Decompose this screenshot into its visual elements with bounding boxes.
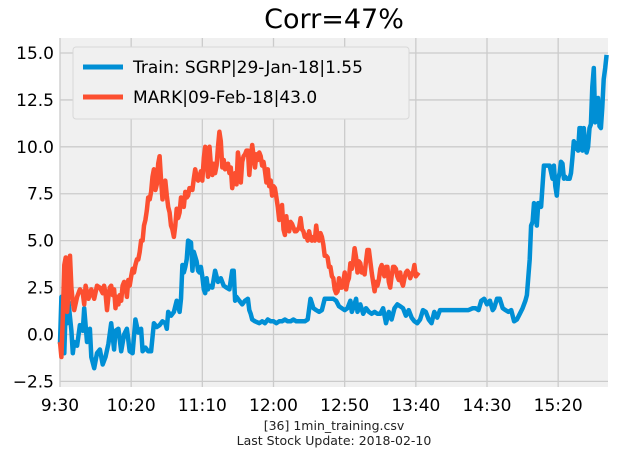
y-tick-label: −2.5 <box>13 372 54 392</box>
x-tick-label: 9:30 <box>41 396 79 416</box>
y-tick-label: 15.0 <box>16 44 54 64</box>
y-tick-label: 12.5 <box>16 91 54 111</box>
series-line-2 <box>57 129 421 360</box>
legend-box <box>72 46 410 120</box>
y-tick-label: 2.5 <box>27 279 54 299</box>
x-tick-label: 11:10 <box>178 396 227 416</box>
series-layer <box>57 54 609 371</box>
legend-label-1: Train: SGRP|29-Jan-18|1.55 <box>132 58 363 78</box>
x-tick-label: 12:50 <box>320 396 369 416</box>
footer-source-text: [36] 1min_training.csv <box>263 418 405 433</box>
series-line-1 <box>57 54 609 371</box>
y-tick-label: 7.5 <box>27 185 54 205</box>
legend-label-2: MARK|09-Feb-18|43.0 <box>133 88 317 108</box>
ticks-layer: −2.5 0.0 2.5 5.0 7.5 10.0 12.5 15.0 9:30 10:20 11:… <box>13 44 583 416</box>
x-tick-label: 14:30 <box>463 396 512 416</box>
x-tick-label: 10:20 <box>107 396 156 416</box>
y-tick-label: 5.0 <box>27 232 54 252</box>
x-tick-label: 13:40 <box>391 396 440 416</box>
y-tick-label: 0.0 <box>27 325 54 345</box>
legend: Train: SGRP|29-Jan-18|1.55 MARK|09-Feb-18… <box>72 46 410 120</box>
x-tick-label: 15:20 <box>534 396 583 416</box>
x-tick-label: 12:00 <box>249 396 298 416</box>
chart-title: Corr=47% <box>264 4 404 35</box>
footer-update-text: Last Stock Update: 2018-02-10 <box>236 433 432 448</box>
y-tick-label: 10.0 <box>16 138 54 158</box>
